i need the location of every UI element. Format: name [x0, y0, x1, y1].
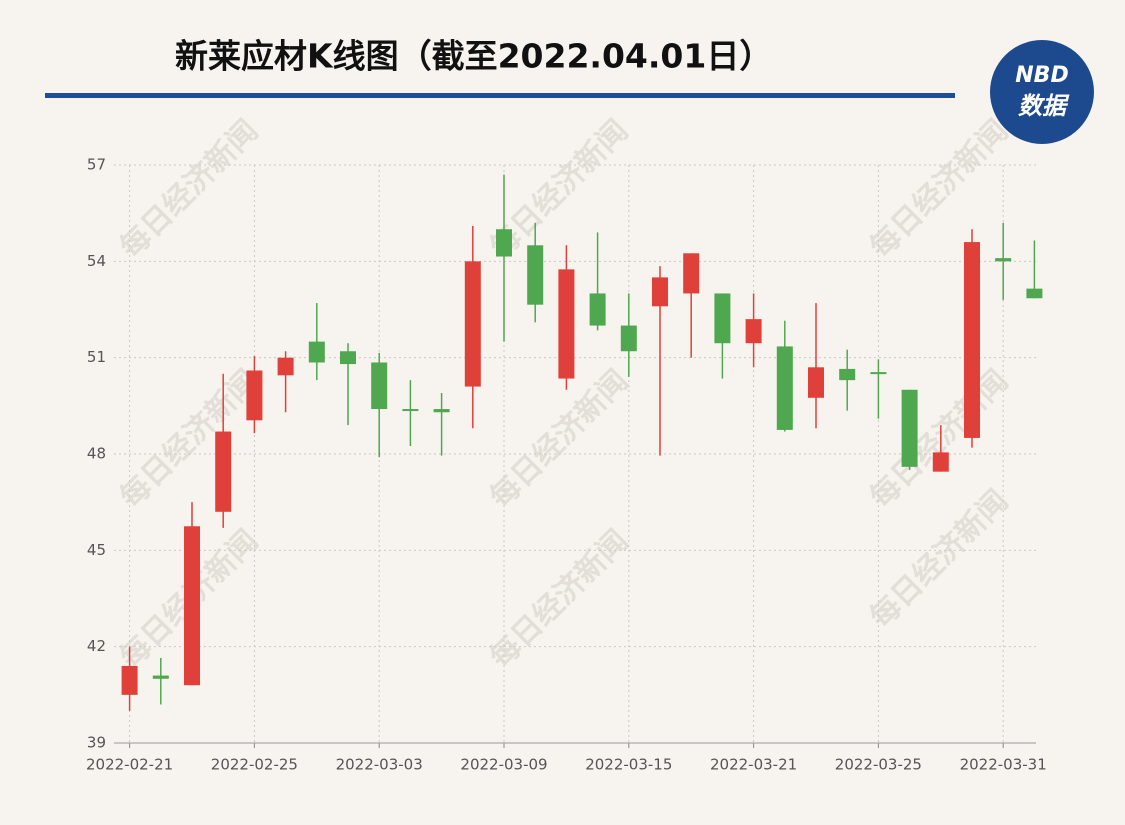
candle-body — [901, 389, 918, 467]
y-tick-label: 42 — [87, 637, 106, 655]
x-tick-label: 2022-03-15 — [585, 756, 672, 774]
candle-body — [776, 346, 793, 430]
candle-body — [246, 370, 263, 421]
logo — [990, 40, 1094, 144]
x-tick-label: 2022-03-21 — [710, 756, 797, 774]
candle-body — [839, 368, 856, 381]
candle-body — [589, 293, 606, 326]
candle-body — [652, 277, 668, 307]
candle-body — [620, 325, 637, 352]
candle-body — [808, 367, 824, 398]
x-tick-label: 2022-02-21 — [86, 756, 173, 774]
y-tick-label: 48 — [87, 445, 106, 463]
x-tick-label: 2022-03-03 — [336, 756, 423, 774]
candle-body — [464, 261, 481, 387]
candle-body — [371, 362, 388, 410]
candle-body — [870, 372, 887, 375]
candle-body — [308, 341, 325, 363]
candle-body — [558, 269, 575, 379]
candle-body — [995, 258, 1012, 262]
candle-body — [964, 242, 980, 438]
candle-body — [215, 431, 232, 512]
y-tick-label: 54 — [87, 252, 106, 270]
y-tick-label: 45 — [87, 541, 106, 559]
title-rule — [45, 93, 955, 98]
x-tick-label: 2022-03-25 — [835, 756, 922, 774]
logo-top: NBD — [1015, 63, 1068, 88]
candle-body — [1026, 288, 1043, 299]
y-tick-label: 51 — [87, 348, 106, 366]
chart-title: 新莱应材K线图（截至2022.04.01日） — [175, 37, 772, 76]
candle-body — [340, 351, 356, 365]
x-tick-label: 2022-03-31 — [960, 756, 1047, 774]
x-tick-label: 2022-03-09 — [460, 756, 547, 774]
x-tick-label: 2022-02-25 — [211, 756, 298, 774]
candle-body — [121, 665, 138, 695]
candle-body — [683, 253, 700, 294]
logo-bottom: 数据 — [1018, 92, 1070, 120]
candle-body — [277, 357, 294, 376]
candle-body — [932, 452, 949, 472]
candle-body — [527, 245, 544, 305]
candle-body — [402, 409, 419, 412]
y-tick-label: 39 — [87, 734, 106, 752]
candle-body — [714, 293, 731, 344]
candle-body — [496, 229, 512, 257]
candle-body — [745, 319, 762, 344]
candle-body — [433, 409, 450, 413]
y-tick-label: 57 — [87, 156, 106, 174]
candle-body — [152, 675, 169, 679]
candle-body — [184, 526, 200, 686]
